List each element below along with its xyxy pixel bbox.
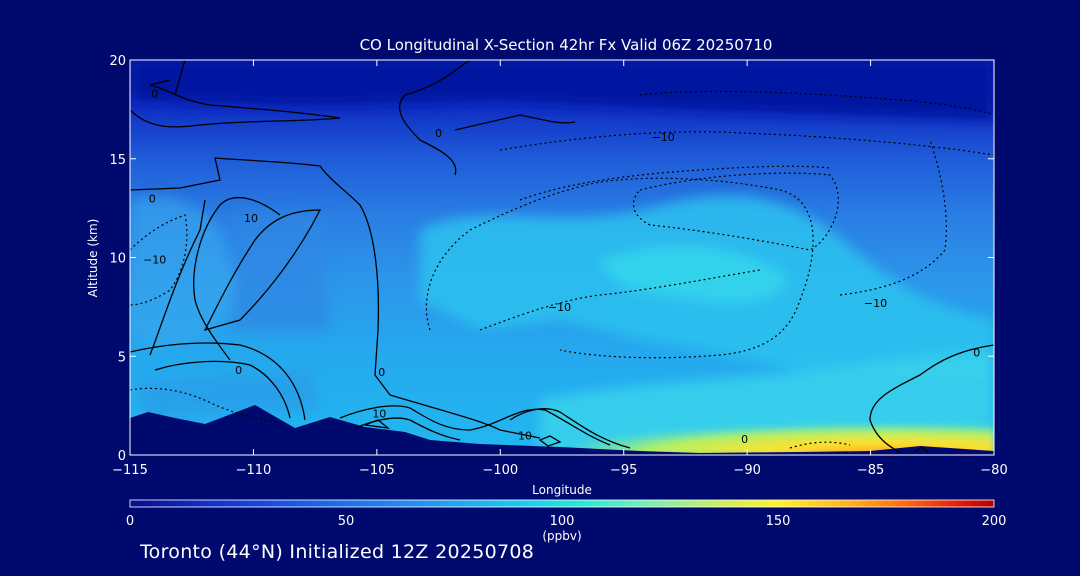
contour-label: 10 (244, 212, 258, 225)
terrain (130, 405, 994, 455)
colorbar-unit-label: (ppbv) (542, 529, 581, 543)
x-tick-label: −85 (857, 463, 884, 478)
contour-label: 0 (235, 364, 242, 377)
plot-area (130, 60, 994, 455)
footer-caption: Toronto (44°N) Initialized 12Z 20250708 (140, 541, 535, 563)
y-tick-label: 0 (118, 449, 126, 464)
colorbar-ticks: 0 50 100 150 200 (126, 514, 1007, 529)
colorbar-tick-label: 50 (338, 514, 355, 529)
contour-label: −10 (143, 253, 166, 266)
contour-label: 0 (151, 88, 158, 101)
x-tick-label: −95 (610, 463, 637, 478)
contour-label: 10 (518, 429, 532, 442)
contour-label: 10 (372, 408, 386, 421)
contour-label: 0 (741, 433, 748, 446)
x-tick-label: −80 (980, 463, 1007, 478)
y-tick-label: 10 (109, 252, 126, 267)
y-tick-label: 20 (109, 54, 126, 69)
contour-label: −10 (652, 131, 675, 144)
contour-label: 0 (973, 346, 980, 359)
contour-label: 0 (378, 366, 385, 379)
contour-label: −10 (864, 297, 887, 310)
negative-contour-lines (130, 90, 994, 449)
contour-labels: 0 0 −10 0 10 −10 −10 −10 0 0 0 10 10 0 (143, 88, 980, 447)
x-tick-label: −110 (236, 463, 272, 478)
x-tick-label: −115 (112, 463, 148, 478)
colorbar-tick-label: 100 (550, 514, 575, 529)
colorbar-tick-label: 150 (766, 514, 791, 529)
colorbar-tick-label: 0 (126, 514, 134, 529)
x-tick-label: −90 (733, 463, 760, 478)
contour-label: 0 (435, 127, 442, 140)
y-tick-label: 15 (109, 153, 126, 168)
contour-label: −10 (548, 301, 571, 314)
colorbar-tick-label: 200 (982, 514, 1007, 529)
y-axis-label: Altitude (km) (86, 219, 100, 298)
contour-label: 0 (149, 192, 156, 205)
y-axis: 0 5 10 15 20 (109, 54, 994, 464)
contour-lines (130, 60, 994, 453)
chart-title: CO Longitudinal X-Section 42hr Fx Valid … (360, 36, 773, 54)
x-tick-label: −105 (359, 463, 395, 478)
surface-high-co (560, 413, 994, 455)
x-axis: −115 −110 −105 −100 −95 −90 −85 −80 (112, 60, 1008, 478)
y-tick-label: 5 (118, 350, 126, 365)
x-tick-label: −100 (482, 463, 518, 478)
x-axis-label: Longitude (532, 483, 592, 497)
colorbar (129, 499, 995, 508)
